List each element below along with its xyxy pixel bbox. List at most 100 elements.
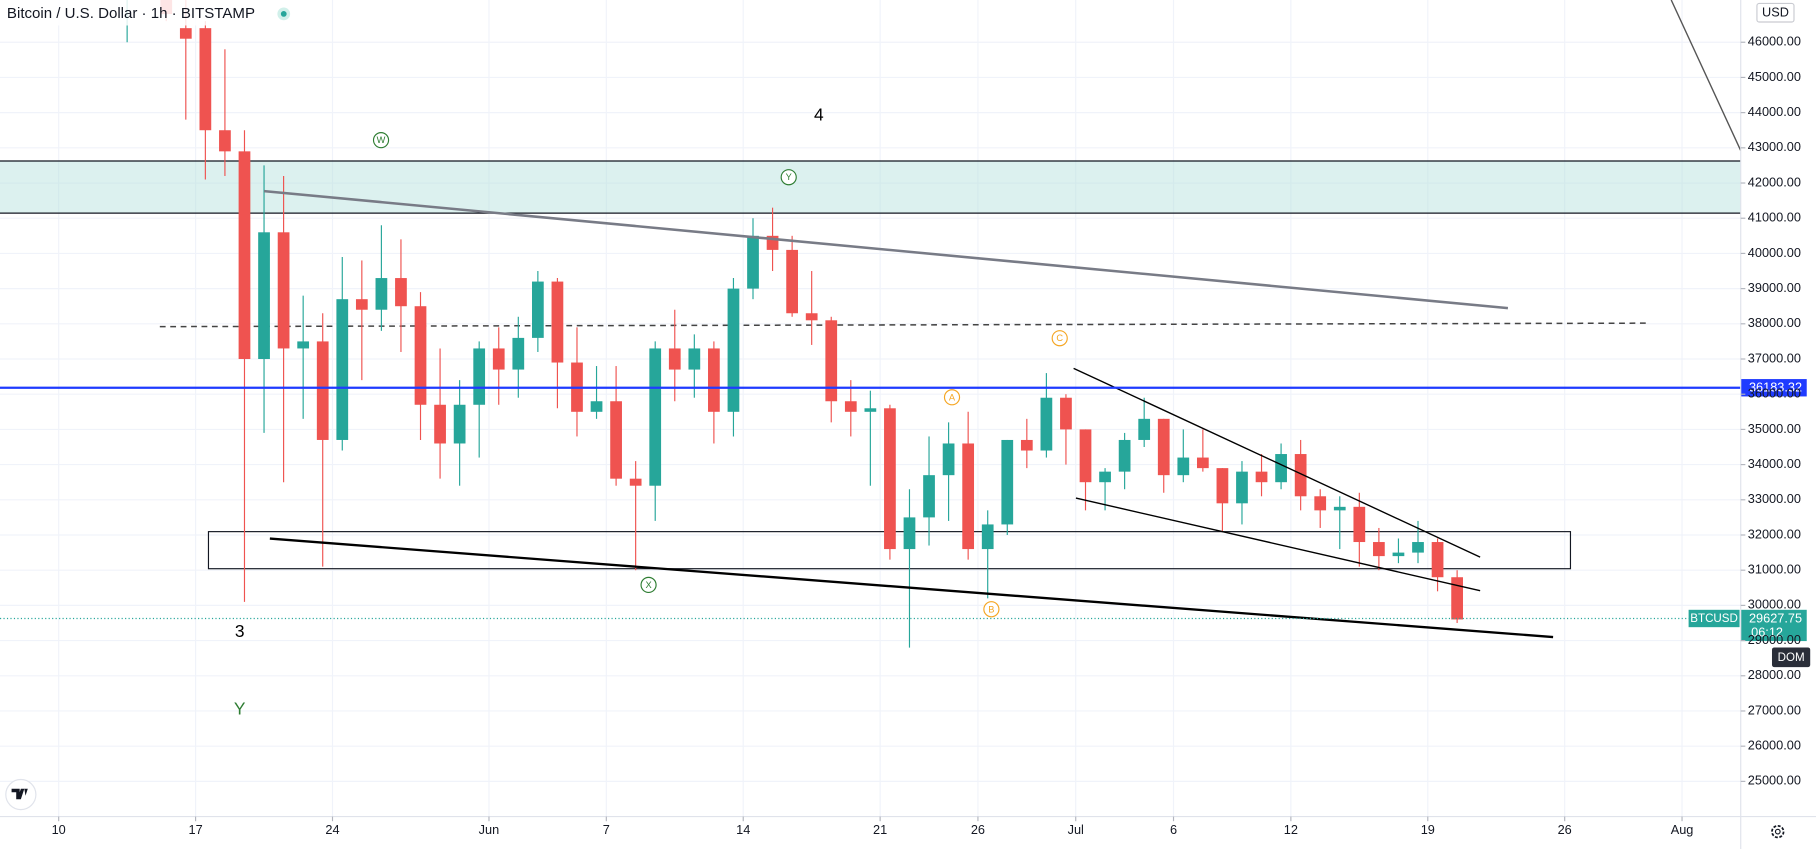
candle-body [1353, 506, 1366, 543]
channel-line [1073, 367, 1481, 558]
wave-label: 4 [814, 104, 824, 124]
gear[interactable] [1771, 824, 1785, 839]
x-tick-label: 26 [1558, 822, 1572, 837]
candle-body [825, 320, 838, 402]
y-tick-label: 38000.00 [1748, 315, 1801, 330]
label-circle [640, 576, 657, 594]
wave-label: A [949, 392, 956, 402]
candle-body [1099, 471, 1111, 483]
x-tick-label: 10 [52, 822, 66, 837]
candle-body [316, 341, 329, 440]
y-tick-label: 37000.00 [1748, 350, 1801, 365]
header-bg [0, 0, 304, 26]
candle-body [179, 28, 192, 39]
candle-body [884, 408, 896, 550]
x-tick-label: Jun [479, 822, 500, 837]
candle-body [1079, 429, 1092, 483]
x-tick-label: 19 [1421, 822, 1435, 837]
y-tick-label: 40000.00 [1748, 245, 1801, 260]
gear-hub[interactable] [1774, 828, 1781, 835]
trend-line [263, 189, 1509, 310]
x-tick-label: 21 [873, 822, 887, 837]
candle-body [336, 299, 349, 440]
candle-body [1001, 439, 1014, 525]
candle-body [473, 348, 486, 405]
last-price-bg [1740, 609, 1807, 642]
candle-body [688, 348, 701, 370]
x-tick-label: 7 [603, 822, 610, 837]
x-tick-label: Jul [1068, 822, 1084, 837]
candle-body [1040, 397, 1053, 451]
candle-body [1412, 542, 1424, 553]
dom-button[interactable]: DOM [1778, 652, 1805, 664]
dashed-level [159, 322, 1649, 328]
currency-label[interactable]: USD [1762, 5, 1789, 20]
y-tick-label: 34000.00 [1748, 456, 1801, 471]
candle-body [844, 401, 857, 412]
candles [126, 0, 1463, 648]
candle-body [610, 401, 622, 479]
symbol-label-bg [1688, 609, 1740, 628]
candle-body [199, 28, 212, 131]
y-tick-label: 36000.00 [1748, 386, 1801, 401]
symbol-label: BTCUSD [1690, 613, 1738, 625]
y-tick-label: 41000.00 [1748, 210, 1801, 225]
candle-body [258, 232, 270, 360]
y-tick-label: 45000.00 [1748, 69, 1801, 84]
candle-body [219, 130, 231, 152]
candle-body [747, 235, 759, 289]
candle-body [277, 232, 290, 349]
y-tick-label: 29000.00 [1748, 632, 1801, 647]
candle-body [766, 235, 779, 250]
candle-body [1177, 457, 1190, 476]
y-tick-label: 44000.00 [1748, 104, 1801, 119]
candle-body [531, 281, 544, 338]
candle-body [1431, 542, 1444, 578]
x-tick-label: 12 [1284, 822, 1298, 837]
y-tick-label: 46000.00 [1748, 34, 1801, 49]
wave-label: B [988, 604, 994, 614]
candle-body [629, 478, 642, 486]
candle-body [923, 475, 935, 518]
y-tick-label: 32000.00 [1748, 526, 1801, 541]
label-circle [372, 132, 390, 149]
last-price-label: 29627.75 [1749, 610, 1802, 625]
candle-body [297, 341, 310, 349]
x-tick-label: Aug [1671, 822, 1694, 837]
candle-body [1314, 496, 1327, 511]
candle-body [708, 348, 720, 412]
currency-button[interactable] [1756, 2, 1795, 23]
candle-body [1020, 439, 1033, 451]
y-tick-label: 33000.00 [1748, 491, 1801, 506]
y-tick-label: 31000.00 [1748, 562, 1801, 577]
settings-icon[interactable] [1771, 824, 1785, 839]
price-label-bg [1740, 379, 1807, 397]
wave-label: C [1056, 333, 1063, 343]
candle-body [1392, 552, 1405, 557]
candle-body [434, 404, 446, 444]
trend-lines [263, 189, 1554, 639]
resistance-zone [0, 160, 1741, 214]
y-tick-label: 43000.00 [1748, 139, 1801, 154]
dom-button-bg[interactable] [1771, 647, 1811, 668]
candle-body [453, 404, 466, 444]
x-tick-label: 6 [1170, 822, 1177, 837]
candle-body [962, 443, 975, 550]
candle-body [1373, 542, 1385, 557]
label-circle [983, 601, 1000, 618]
candle-body [903, 517, 916, 550]
trend-line [269, 537, 1554, 639]
y-tick-label: 28000.00 [1748, 667, 1801, 682]
y-tick-label: 39000.00 [1748, 280, 1801, 295]
candle-body [805, 313, 818, 321]
price-label: 36183.32 [1749, 380, 1802, 395]
y-tick-label: 26000.00 [1748, 738, 1801, 753]
x-tick-label: 24 [325, 822, 339, 837]
x-tick-label: 26 [971, 822, 985, 837]
wave-label: Y [786, 172, 792, 182]
candle-body [551, 281, 564, 363]
